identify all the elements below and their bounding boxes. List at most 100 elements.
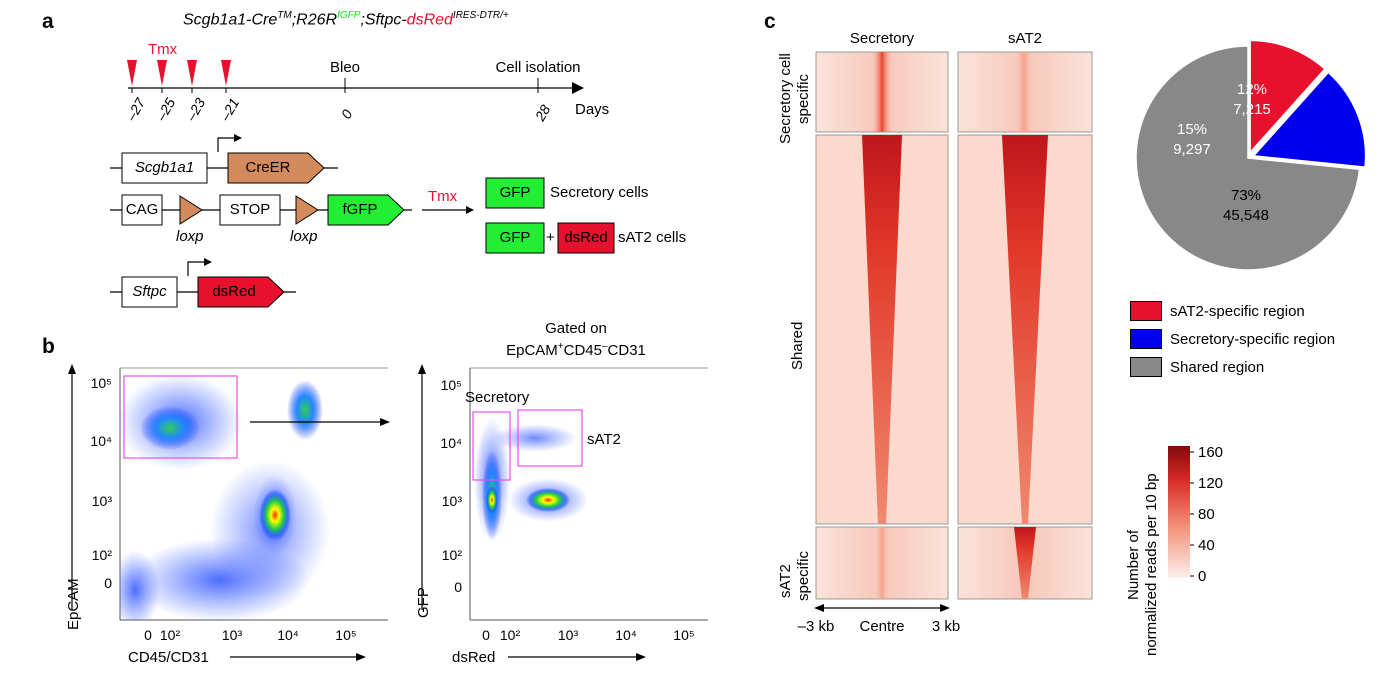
timeline: Tmx Bleo Cell isolation Days –27 –25 –23… [122, 41, 609, 125]
stop-label: STOP [229, 201, 271, 218]
loxp-label: loxp [176, 228, 204, 245]
pie-count-label: 9,297 [1173, 141, 1211, 158]
gate-epcam-positive [123, 375, 238, 459]
tick-label: –23 [182, 95, 208, 124]
x-tick-label: 0 [482, 627, 490, 643]
colorbar-title: normalized reads per 10 bp [1143, 473, 1160, 656]
tick-label: –21 [216, 95, 242, 124]
y-axis-label: GFP [415, 587, 432, 618]
heatmap-col-secretory: Secretory [849, 30, 915, 47]
days-label: Days [575, 101, 609, 118]
row-label-sat2-specific: specific [795, 550, 812, 601]
x-axis-label: CD45/CD31 [128, 649, 209, 666]
x-axis-label: dsRed [452, 649, 495, 666]
sat2-gate-label: sAT2 [587, 431, 621, 448]
y-tick-label: 10⁵ [91, 375, 112, 391]
y-tick-label: 0 [454, 579, 462, 595]
x-tick-label: 10⁵ [335, 627, 356, 643]
pie-percent-label: 73% [1231, 187, 1261, 204]
gate-sat2 [517, 409, 583, 467]
colorbar-tick: 40 [1198, 537, 1215, 554]
tick-label: –25 [152, 95, 178, 124]
tmx-triangle [127, 60, 137, 86]
x-tick-label: 10³ [222, 627, 243, 643]
y-tick-label: 10² [442, 547, 463, 563]
secretory-gate-label: Secretory [465, 389, 530, 406]
pie-slice [1135, 45, 1361, 271]
scatter-density-2 [474, 418, 588, 542]
colorbar-title: Number of [1125, 529, 1142, 600]
tmx-triangle [157, 60, 167, 86]
x-tick-label: 10³ [558, 627, 579, 643]
legend-swatch [1130, 357, 1162, 377]
cag-label: CAG [125, 201, 159, 218]
legend-item: Shared region [1130, 354, 1335, 380]
colorbar-tick: 0 [1198, 568, 1206, 585]
y-tick-label: 10⁴ [440, 435, 462, 451]
y-tick-label: 10⁴ [90, 433, 112, 449]
colorbar-tick: 160 [1198, 444, 1223, 461]
tmx-label: Tmx [148, 41, 178, 58]
legend-item: Secretory-specific region [1130, 326, 1335, 352]
dsred-box-label: dsRed [564, 229, 608, 246]
x-tick-label: 10⁵ [673, 627, 694, 643]
panel-a-label: a [42, 10, 54, 33]
y-tick-label: 0 [104, 575, 112, 591]
scgb1a1-promoter: Scgb1a1 [134, 159, 195, 176]
bleo-label: Bleo [330, 59, 360, 76]
row-label-secretory-specific: specific [795, 73, 812, 124]
y-tick-label: 10³ [92, 493, 113, 509]
pie-count-label: 45,548 [1223, 207, 1269, 224]
pie-chart: 12% 7,215 15% 9,297 73% 45,548 [1135, 40, 1367, 271]
heatmap: –3 kb Centre 3 kb Secretory cell specifi… [777, 51, 1093, 635]
cell-isolation-label: Cell isolation [495, 59, 580, 76]
gfp-box-label: GFP [499, 184, 531, 201]
pie-slice [1249, 40, 1326, 155]
gate-secretory [472, 411, 511, 481]
loxp-label: loxp [290, 228, 318, 245]
tmx-triangle [187, 60, 197, 86]
y-axis-label: EpCAM [65, 578, 82, 630]
row-label-sat2-specific: sAT2 [777, 564, 794, 598]
flow-cytometry-plots: 10⁵ 10⁴ 10³ 10² 0 0 10² 10³ 10⁴ 10⁵ 10⁵ … [65, 364, 708, 666]
y-tick-label: 10⁵ [441, 377, 462, 393]
x-tick-label: 10⁴ [615, 627, 637, 643]
tmx-triangle [221, 60, 231, 86]
colorbar-tick: 80 [1198, 506, 1215, 523]
legend-swatch [1130, 301, 1162, 321]
tick-label: 0 [338, 107, 356, 122]
heatmap-col-sat2: sAT2 [1008, 30, 1042, 47]
secretory-cells-label: Secretory cells [550, 184, 649, 201]
x-tick-label: 0 [144, 627, 152, 643]
genotype-title: Scgb1a1-CreTM;R26RfGFP;Sftpc-dsRedIRES-D… [183, 10, 509, 29]
constructs-diagram [110, 134, 615, 308]
pie-percent-label: 12% [1237, 81, 1267, 98]
scatter-density-1 [120, 374, 330, 620]
tick-label: 28 [531, 102, 553, 125]
legend-swatch [1130, 329, 1162, 349]
row-label-shared: Shared [789, 322, 806, 370]
flow-plot-1 [68, 364, 390, 661]
panel-b-label: b [42, 335, 55, 358]
dsred-gene-label: dsRed [212, 283, 256, 300]
creer-label: CreER [245, 159, 291, 176]
pie-legend: sAT2-specific region Secretory-specific … [1130, 298, 1335, 380]
panel-c-label: c [764, 10, 776, 33]
row-label-secretory-specific: Secretory cell [777, 53, 794, 144]
plus-sign: + [546, 229, 555, 246]
x-tick-label: 10² [160, 627, 181, 643]
timeline-arrow-head [572, 82, 584, 94]
y-tick-label: 10³ [442, 493, 463, 509]
pie-percent-label: 15% [1177, 121, 1207, 138]
sftpc-promoter: Sftpc [132, 283, 167, 300]
x-tick-label: 10² [500, 627, 521, 643]
sat2-cells-label: sAT2 cells [618, 229, 687, 246]
legend-item: sAT2-specific region [1130, 298, 1335, 324]
tmx-arrow-label: Tmx [428, 188, 458, 205]
tick-label: –27 [122, 94, 149, 124]
colorbar-tick: 120 [1198, 475, 1223, 492]
colorbar: 160 120 80 40 0 Number of normalized rea… [1125, 444, 1223, 656]
x-centre-label: Centre [859, 618, 904, 635]
tamoxifen-triangles [127, 60, 231, 86]
x-right-label: 3 kb [932, 618, 960, 635]
